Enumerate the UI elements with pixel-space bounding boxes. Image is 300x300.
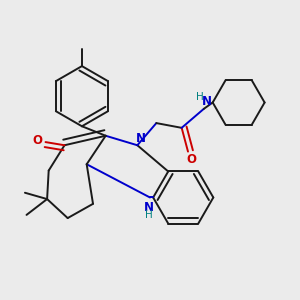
Text: H: H [196, 92, 204, 102]
Text: H: H [145, 210, 152, 220]
Text: O: O [186, 153, 196, 166]
Text: N: N [143, 201, 153, 214]
Text: N: N [136, 132, 146, 145]
Text: N: N [202, 95, 212, 108]
Text: O: O [33, 134, 43, 147]
